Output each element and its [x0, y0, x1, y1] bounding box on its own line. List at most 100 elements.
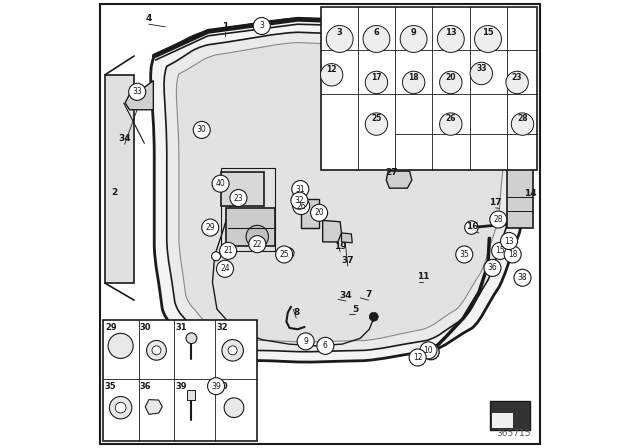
Circle shape [504, 246, 521, 263]
Polygon shape [387, 171, 412, 188]
Text: 31: 31 [176, 323, 188, 332]
Circle shape [484, 259, 501, 276]
Bar [188, 390, 195, 400]
Text: 29: 29 [205, 223, 215, 232]
Text: 36: 36 [488, 263, 497, 272]
Bar [321, 7, 538, 170]
Text: 10: 10 [424, 346, 433, 355]
Text: 26: 26 [296, 202, 306, 211]
Text: 23: 23 [234, 194, 243, 202]
Circle shape [220, 242, 237, 259]
Circle shape [301, 339, 312, 349]
Circle shape [207, 378, 225, 395]
Text: 9: 9 [303, 337, 308, 346]
Text: 365715: 365715 [496, 429, 531, 438]
Text: 25: 25 [371, 114, 381, 123]
Circle shape [490, 211, 507, 228]
Circle shape [475, 26, 502, 52]
Circle shape [456, 246, 473, 263]
Circle shape [326, 26, 353, 52]
Polygon shape [145, 400, 163, 414]
Text: 26: 26 [445, 114, 456, 123]
Text: 30: 30 [197, 125, 207, 134]
Text: 16: 16 [466, 222, 479, 231]
Text: 14: 14 [524, 189, 537, 198]
Circle shape [212, 252, 221, 261]
Text: 37: 37 [342, 256, 354, 265]
Circle shape [409, 349, 426, 366]
Circle shape [514, 269, 531, 286]
Text: 18: 18 [408, 73, 419, 82]
Text: 17: 17 [490, 198, 502, 207]
Circle shape [216, 260, 234, 277]
Text: 25: 25 [279, 250, 289, 259]
Circle shape [511, 113, 534, 135]
Circle shape [222, 340, 243, 361]
Circle shape [365, 71, 388, 94]
Bar [493, 413, 513, 428]
Text: 17: 17 [371, 73, 382, 82]
Circle shape [369, 312, 378, 321]
Text: 3: 3 [337, 28, 342, 37]
Circle shape [400, 26, 427, 52]
Circle shape [437, 26, 464, 52]
Circle shape [440, 113, 462, 135]
Text: 13: 13 [504, 237, 514, 246]
Text: 38: 38 [518, 273, 527, 282]
Circle shape [276, 246, 292, 263]
Circle shape [108, 333, 133, 358]
Circle shape [363, 26, 390, 52]
Circle shape [365, 113, 388, 135]
Text: 35: 35 [105, 382, 116, 391]
Circle shape [465, 221, 478, 234]
Circle shape [129, 83, 146, 100]
Circle shape [212, 175, 229, 192]
Text: 27: 27 [385, 168, 398, 177]
Bar [221, 168, 275, 251]
Text: 32: 32 [217, 323, 228, 332]
Text: 11: 11 [417, 272, 429, 281]
Text: 19: 19 [334, 242, 346, 251]
Circle shape [292, 198, 310, 215]
Circle shape [297, 333, 314, 350]
Text: 34: 34 [340, 291, 352, 300]
Text: 35: 35 [460, 250, 469, 259]
Circle shape [246, 225, 269, 248]
Text: 39: 39 [211, 382, 221, 391]
Text: 12: 12 [413, 353, 422, 362]
Circle shape [470, 62, 493, 85]
Circle shape [440, 71, 462, 94]
Bar [102, 320, 257, 441]
Circle shape [284, 248, 294, 258]
Circle shape [420, 342, 437, 359]
Text: 15: 15 [495, 246, 505, 255]
Circle shape [147, 340, 166, 360]
Text: 1: 1 [222, 22, 228, 31]
Text: 9: 9 [411, 28, 417, 37]
Text: 12: 12 [326, 65, 337, 74]
Text: 3: 3 [259, 22, 264, 30]
Polygon shape [323, 220, 342, 242]
Circle shape [152, 346, 161, 355]
Text: 40: 40 [216, 179, 225, 188]
Text: 31: 31 [296, 185, 305, 194]
Text: 32: 32 [294, 196, 304, 205]
Text: 20: 20 [445, 73, 456, 82]
Text: 8: 8 [293, 308, 300, 317]
Text: 33: 33 [132, 87, 142, 96]
Bar [105, 75, 134, 283]
Circle shape [224, 398, 244, 418]
Text: 21: 21 [223, 246, 233, 255]
Circle shape [202, 219, 219, 236]
Circle shape [228, 346, 237, 355]
Circle shape [492, 242, 509, 259]
Circle shape [292, 181, 309, 198]
Circle shape [291, 192, 308, 209]
Bar [508, 168, 533, 228]
Text: 6: 6 [374, 28, 380, 37]
Text: 7: 7 [365, 290, 372, 299]
Text: 34: 34 [118, 134, 131, 143]
Circle shape [500, 233, 518, 250]
Polygon shape [342, 233, 352, 243]
Text: 29: 29 [105, 323, 116, 332]
